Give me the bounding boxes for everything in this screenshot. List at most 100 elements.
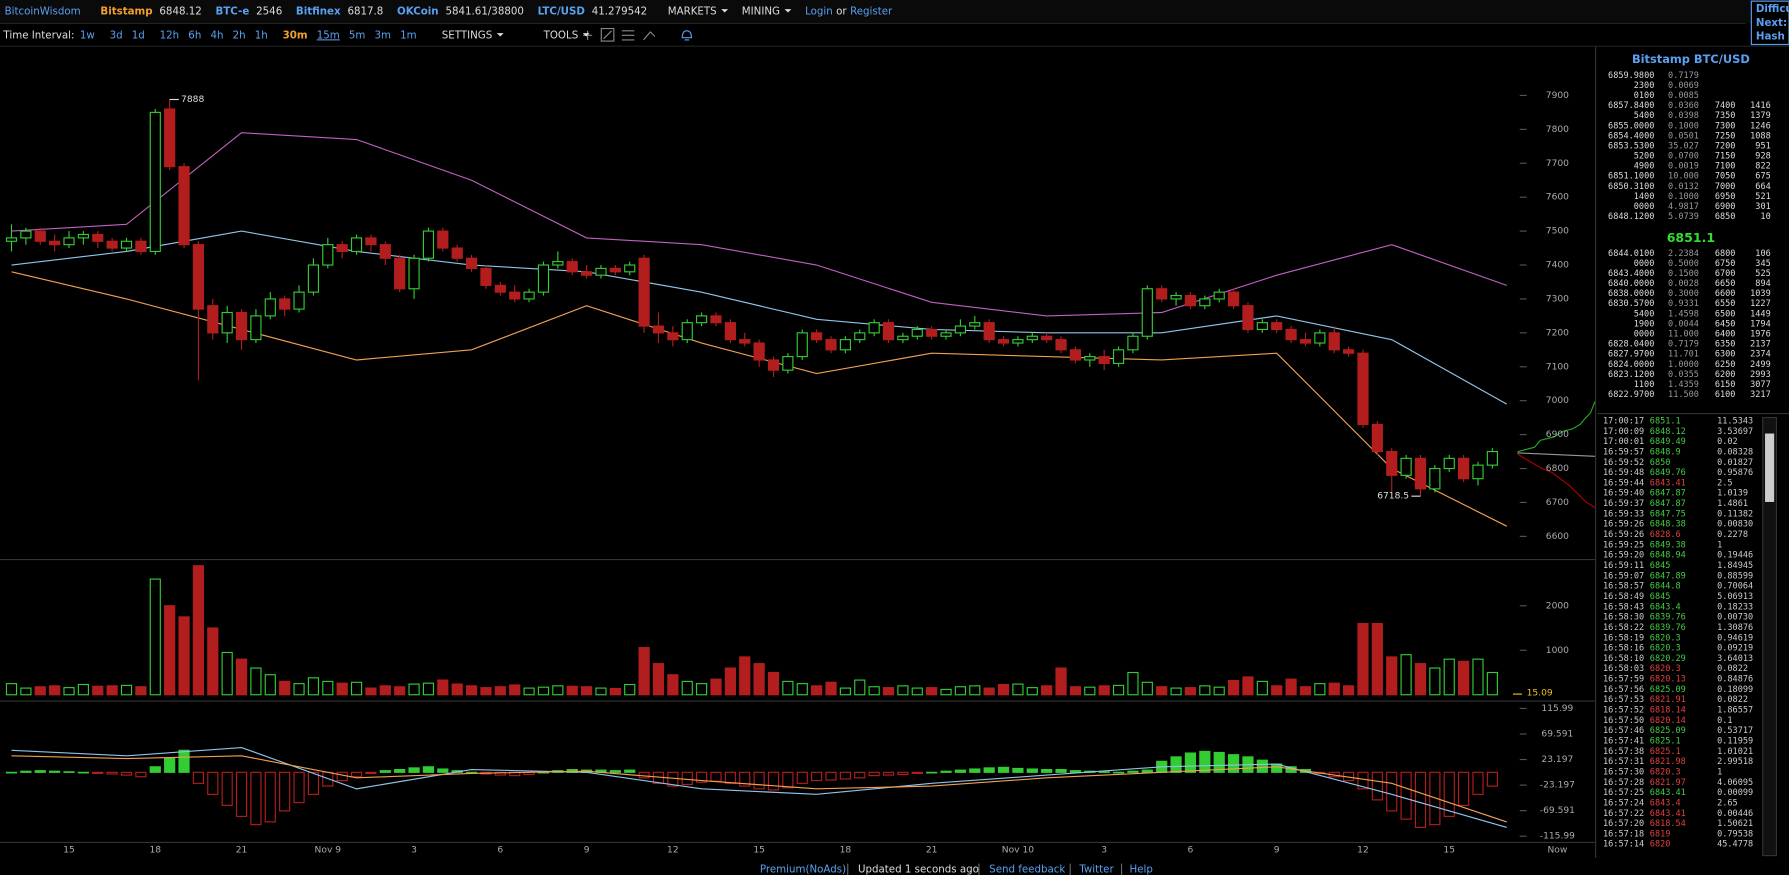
trade-price: 6828.6 bbox=[1650, 530, 1681, 540]
book-price: 6850.3100 bbox=[1608, 182, 1654, 192]
depth-total: 2499 bbox=[1750, 360, 1771, 370]
feedback-link[interactable]: Send feedback bbox=[989, 863, 1065, 875]
book-price: 6848.1200 bbox=[1608, 212, 1654, 222]
ticker-name[interactable]: Bitstamp bbox=[100, 5, 152, 17]
side-info: Next: bbox=[1756, 17, 1787, 29]
book-price: 6827.9700 bbox=[1608, 350, 1654, 360]
volume-bar bbox=[1227, 679, 1240, 696]
candle-body bbox=[1472, 464, 1484, 480]
trade-price: 6851.1 bbox=[1650, 416, 1681, 426]
volume-bar bbox=[336, 682, 348, 696]
trade-amount: 1.84945 bbox=[1717, 561, 1753, 571]
tool-line[interactable] bbox=[600, 27, 615, 42]
interval[interactable]: 3d bbox=[110, 29, 123, 41]
depth-total: 3077 bbox=[1750, 380, 1771, 390]
volume-bar bbox=[868, 686, 880, 696]
trade-price: 6848.9 bbox=[1650, 447, 1681, 457]
candle-body bbox=[235, 311, 248, 341]
interval[interactable]: 15m bbox=[317, 29, 340, 41]
depth-total: 525 bbox=[1755, 269, 1770, 279]
depth-total: 894 bbox=[1755, 279, 1770, 289]
candle-body bbox=[609, 267, 621, 273]
x-tick-label: 12 bbox=[667, 845, 679, 855]
candle-body bbox=[494, 284, 506, 293]
tool-cross[interactable] bbox=[583, 30, 593, 40]
x-tick-label: Nov 10 bbox=[1002, 845, 1034, 855]
menu[interactable]: MINING bbox=[742, 5, 780, 17]
trade-time: 16:59:20 bbox=[1603, 551, 1644, 561]
tool-fib[interactable] bbox=[621, 30, 635, 41]
volume-bar bbox=[1472, 658, 1484, 696]
book-price: 1900 bbox=[1634, 319, 1655, 329]
interval[interactable]: 30m bbox=[283, 29, 308, 41]
scrollbar-thumb[interactable] bbox=[1765, 433, 1775, 502]
interval[interactable]: 1w bbox=[80, 29, 95, 41]
interval[interactable]: 12h bbox=[160, 29, 180, 41]
candle-body bbox=[882, 322, 895, 341]
ticker-name[interactable]: LTC/USD bbox=[538, 5, 585, 17]
interval[interactable]: 1h bbox=[255, 29, 268, 41]
depth-price: 6850 bbox=[1715, 212, 1736, 222]
trade-time: 16:59:26 bbox=[1603, 520, 1644, 530]
interval[interactable]: 6h bbox=[188, 29, 201, 41]
volume-bar bbox=[523, 687, 535, 696]
volume-bar bbox=[1055, 667, 1067, 696]
menu[interactable]: MARKETS bbox=[668, 5, 717, 17]
interval[interactable]: 1d bbox=[132, 29, 145, 41]
tool-pen[interactable] bbox=[643, 31, 656, 41]
candle-body bbox=[178, 166, 190, 246]
volume-bar bbox=[1256, 680, 1268, 696]
macd-bar bbox=[1184, 752, 1197, 773]
macd-bar bbox=[307, 771, 320, 795]
candle-body bbox=[652, 325, 665, 334]
trade-amount: 0.84876 bbox=[1717, 675, 1753, 685]
scrollbar[interactable] bbox=[1762, 416, 1778, 857]
premium-link[interactable]: Premium(NoAds) bbox=[760, 863, 846, 875]
trade-time: 16:57:28 bbox=[1603, 778, 1644, 788]
trade-time: 16:58:57 bbox=[1603, 582, 1644, 592]
depth-total: 1794 bbox=[1750, 319, 1771, 329]
candle-body bbox=[566, 261, 578, 273]
trade-time: 16:58:03 bbox=[1603, 664, 1644, 674]
interval[interactable]: 5m bbox=[349, 29, 366, 41]
volume-bar bbox=[49, 685, 61, 696]
toolbar-menu[interactable]: TOOLS bbox=[543, 29, 579, 41]
trade-amount: 0.00446 bbox=[1717, 809, 1753, 819]
candle-body bbox=[34, 230, 46, 242]
book-amount: 0.0355 bbox=[1668, 370, 1699, 380]
interval[interactable]: 2h bbox=[233, 29, 246, 41]
help-link[interactable]: Help bbox=[1130, 863, 1153, 875]
trade-price: 6847.89 bbox=[1650, 571, 1686, 581]
ticker-name[interactable]: BTC-e bbox=[216, 5, 250, 17]
volume-bar bbox=[1285, 678, 1297, 696]
book-amount: 11.500 bbox=[1668, 390, 1699, 400]
macd-bar bbox=[106, 771, 118, 775]
macd-bar bbox=[149, 766, 161, 773]
ticker-name[interactable]: OKCoin bbox=[397, 5, 439, 17]
twitter-link[interactable]: Twitter bbox=[1078, 863, 1114, 875]
candle-body bbox=[1156, 288, 1168, 300]
macd-bar bbox=[796, 771, 808, 784]
book-amount: 0.0360 bbox=[1668, 101, 1699, 111]
candle-body bbox=[250, 315, 262, 341]
bollinger-upper bbox=[11, 132, 1507, 317]
y-tick-label: 7800 bbox=[1546, 125, 1569, 135]
interval[interactable]: 1m bbox=[400, 29, 417, 41]
interval[interactable]: 4h bbox=[210, 29, 223, 41]
ticker-name[interactable]: Bitfinex bbox=[296, 5, 341, 17]
macd-bar bbox=[882, 771, 895, 776]
ticker-price: 5841.61/38800 bbox=[445, 5, 523, 17]
volume-bar bbox=[264, 674, 276, 696]
macd-signal bbox=[11, 755, 1507, 823]
trade-amount: 0.02 bbox=[1717, 437, 1738, 447]
book-amount: 0.0085 bbox=[1668, 91, 1699, 101]
toolbar-menu[interactable]: SETTINGS bbox=[442, 29, 492, 41]
interval[interactable]: 3m bbox=[375, 29, 392, 41]
tool-alert[interactable] bbox=[681, 30, 692, 41]
register-link[interactable]: Register bbox=[850, 5, 893, 17]
macd-bar bbox=[120, 771, 133, 776]
login-link[interactable]: Login bbox=[805, 5, 833, 17]
volume-bar bbox=[1170, 687, 1182, 696]
brand[interactable]: BitcoinWisdom bbox=[5, 5, 81, 17]
candle-body bbox=[49, 240, 61, 246]
